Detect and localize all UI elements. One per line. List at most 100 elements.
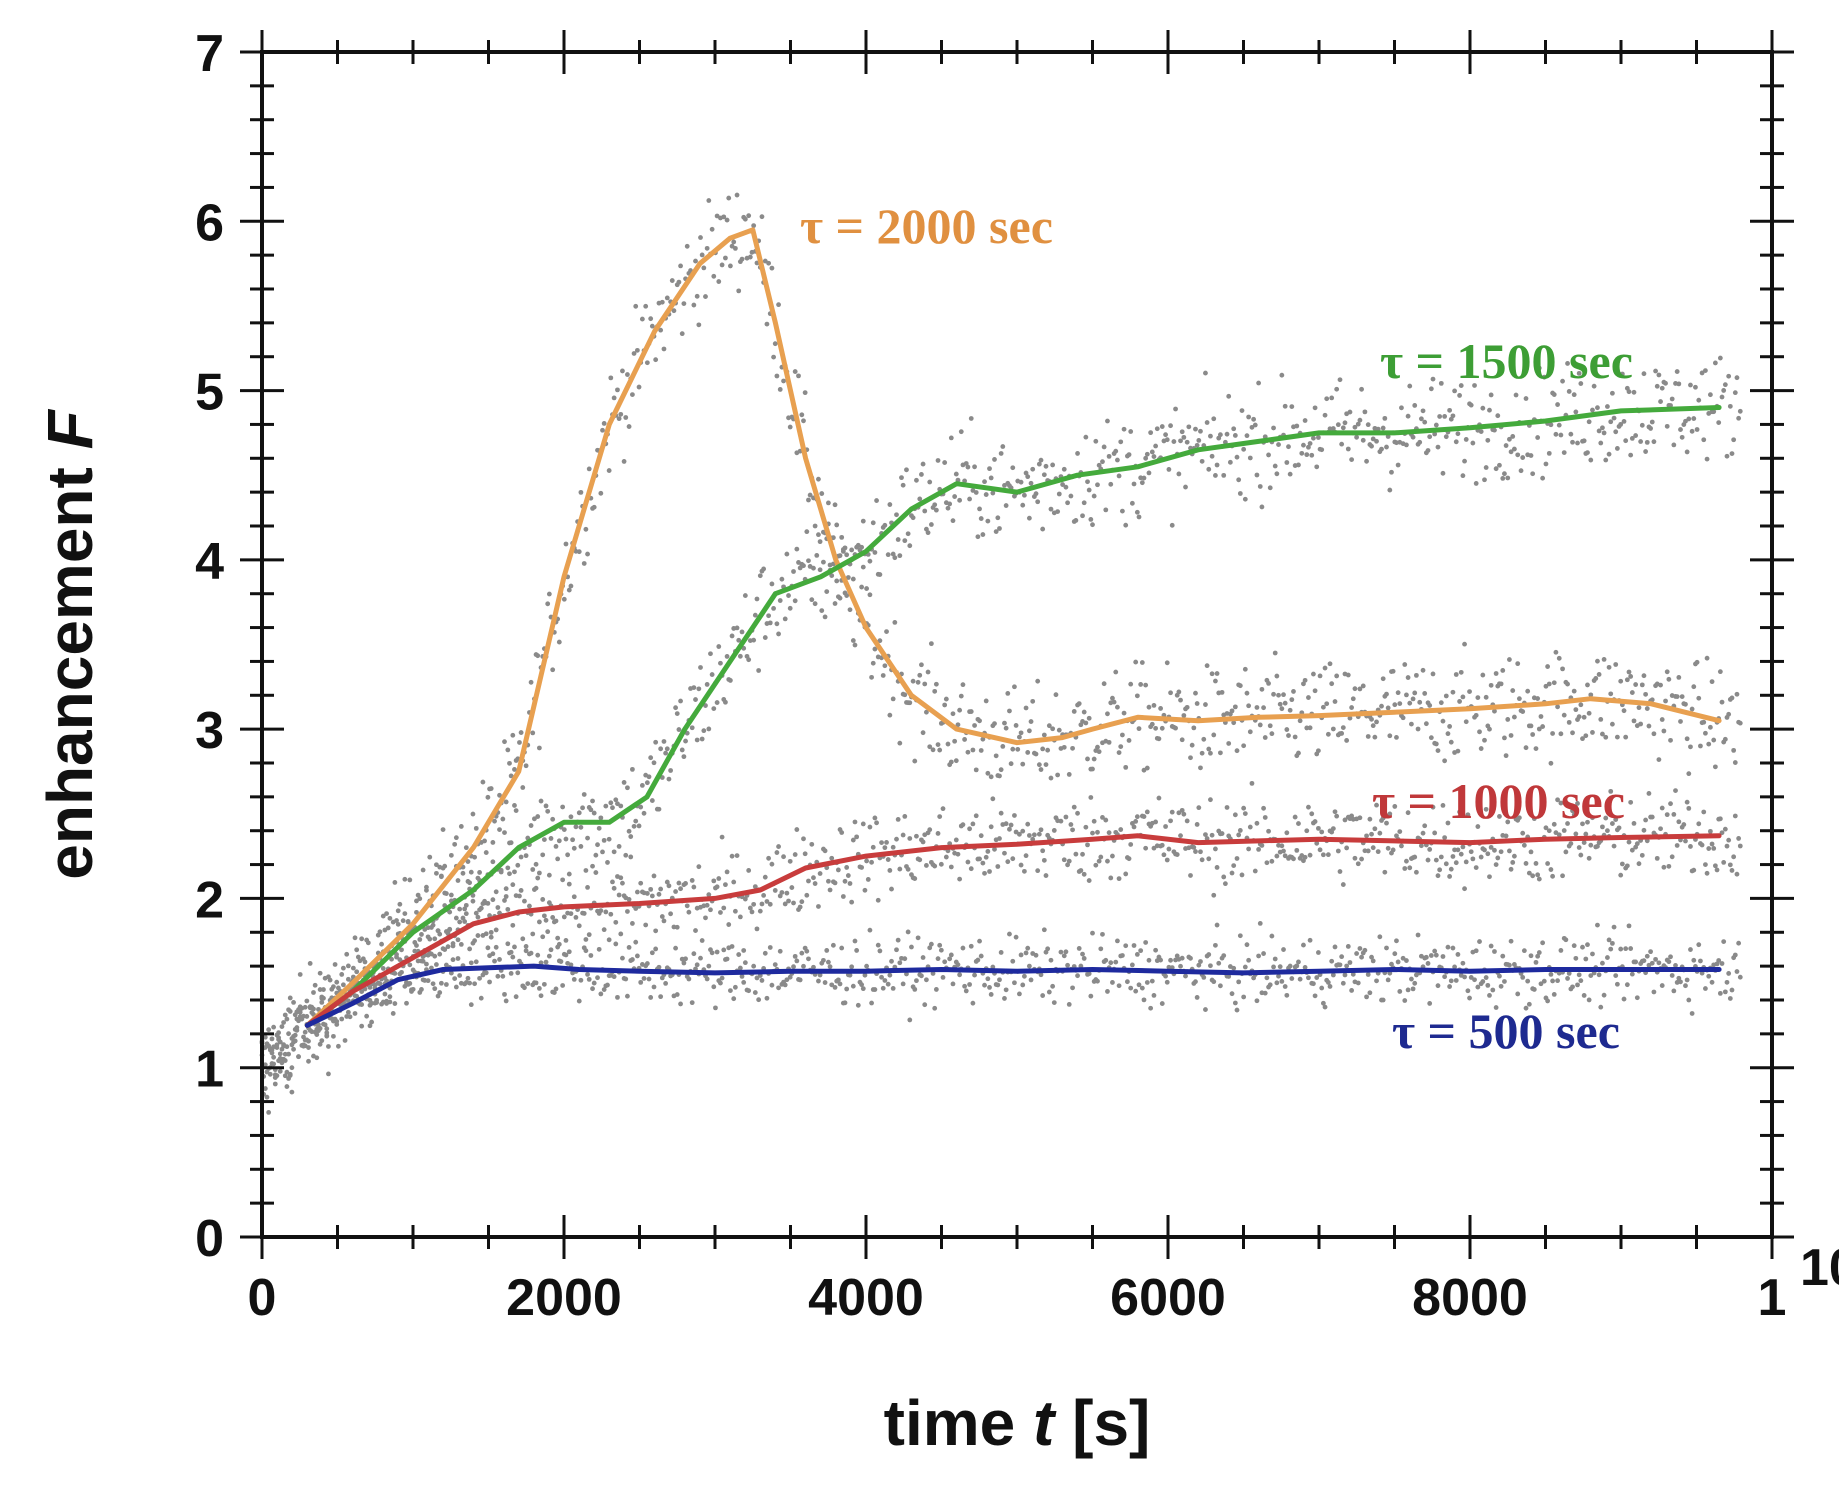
scatter-point — [1040, 746, 1046, 752]
scatter-point — [850, 983, 856, 989]
scatter-point — [1737, 720, 1743, 726]
scatter-point — [1608, 946, 1614, 952]
scatter-point — [890, 844, 896, 850]
scatter-point — [1083, 720, 1089, 726]
scatter-point — [1342, 817, 1348, 823]
scatter-point — [1153, 725, 1159, 731]
scatter-point — [1673, 788, 1678, 794]
scatter-point — [1523, 396, 1529, 401]
scatter-point — [1438, 700, 1444, 706]
scatter-point — [953, 471, 959, 477]
scatter-point — [1737, 843, 1743, 849]
scatter-point — [1357, 417, 1363, 423]
scatter-point — [1116, 876, 1122, 882]
scatter-point — [1586, 710, 1592, 716]
scatter-point — [1188, 755, 1193, 761]
scatter-point — [1427, 1001, 1433, 1006]
scatter-point — [365, 940, 371, 946]
scatter-point — [734, 625, 740, 631]
scatter-point — [277, 1051, 283, 1057]
scatter-point — [1247, 824, 1253, 830]
scatter-point — [1036, 762, 1042, 768]
scatter-point — [1732, 390, 1738, 396]
scatter-point — [286, 1031, 291, 1037]
scatter-point — [553, 843, 559, 849]
scatter-point — [1590, 407, 1595, 413]
scatter-point — [631, 823, 637, 829]
scatter-point — [875, 942, 881, 948]
scatter-point — [779, 576, 785, 582]
scatter-point — [1533, 861, 1539, 866]
scatter-point — [1017, 734, 1022, 740]
scatter-point — [1121, 426, 1127, 432]
scatter-point — [696, 864, 702, 870]
scatter-point — [756, 997, 762, 1003]
scatter-point — [1423, 721, 1429, 727]
scatter-point — [1571, 812, 1577, 818]
scatter-point — [1184, 439, 1190, 445]
scatter-point — [827, 887, 833, 893]
scatter-point — [447, 909, 453, 915]
scatter-point — [1153, 443, 1159, 449]
scatter-point — [1658, 682, 1663, 688]
scatter-point — [1374, 438, 1379, 444]
scatter-point — [1274, 471, 1280, 477]
scatter-point — [1540, 475, 1546, 481]
scatter-point — [1335, 422, 1341, 428]
scatter-point — [384, 998, 389, 1004]
scatter-point — [1214, 462, 1220, 468]
scatter-point — [706, 726, 712, 732]
scatter-point — [1043, 463, 1049, 469]
scatter-point — [1257, 484, 1263, 489]
scatter-point — [1163, 973, 1168, 979]
scatter-point — [468, 960, 474, 966]
scatter-point — [1458, 383, 1464, 388]
scatter-point — [1312, 819, 1318, 824]
scatter-point — [523, 853, 529, 859]
scatter-point — [600, 427, 605, 433]
scatter-point — [1404, 958, 1409, 963]
scatter-point — [1601, 430, 1607, 436]
scatter-point — [502, 898, 507, 903]
scatter-point — [510, 732, 516, 738]
scatter-point — [932, 1005, 938, 1011]
scatter-point — [1385, 705, 1391, 711]
scatter-point — [1322, 412, 1328, 418]
scatter-point — [935, 742, 941, 748]
scatter-point — [1636, 861, 1642, 867]
scatter-point — [1206, 466, 1212, 472]
scatter-point — [1563, 937, 1569, 943]
scatter-point — [1428, 386, 1434, 392]
scatter-point — [784, 551, 790, 557]
scatter-point — [678, 698, 683, 704]
scatter-point — [1370, 723, 1376, 729]
scatter-point — [1279, 706, 1285, 712]
scatter-point — [1520, 974, 1526, 980]
scatter-point — [1339, 731, 1345, 736]
scatter-point — [1345, 944, 1351, 949]
scatter-point — [1669, 396, 1675, 402]
scatter-point — [1668, 737, 1673, 743]
scatter-point — [1149, 449, 1155, 455]
scatter-point — [728, 678, 733, 683]
scatter-point — [424, 887, 429, 893]
scatter-point — [967, 496, 972, 502]
scatter-point — [1407, 700, 1413, 706]
scatter-point — [1507, 657, 1512, 662]
scatter-point — [847, 972, 853, 978]
scatter-point — [1528, 453, 1534, 458]
scatter-point — [1452, 847, 1457, 853]
scatter-point — [1493, 862, 1499, 868]
scatter-point — [621, 459, 627, 464]
scatter-point — [651, 873, 657, 879]
scatter-point — [266, 1027, 272, 1033]
scatter-point — [960, 682, 966, 688]
scatter-point — [1340, 882, 1346, 887]
scatter-point — [957, 876, 963, 882]
scatter-point — [1712, 764, 1718, 770]
scatter-point — [269, 1061, 275, 1066]
scatter-point — [1261, 705, 1266, 711]
scatter-point — [709, 672, 715, 677]
scatter-point — [1088, 795, 1094, 800]
scatter-point — [1279, 843, 1285, 849]
